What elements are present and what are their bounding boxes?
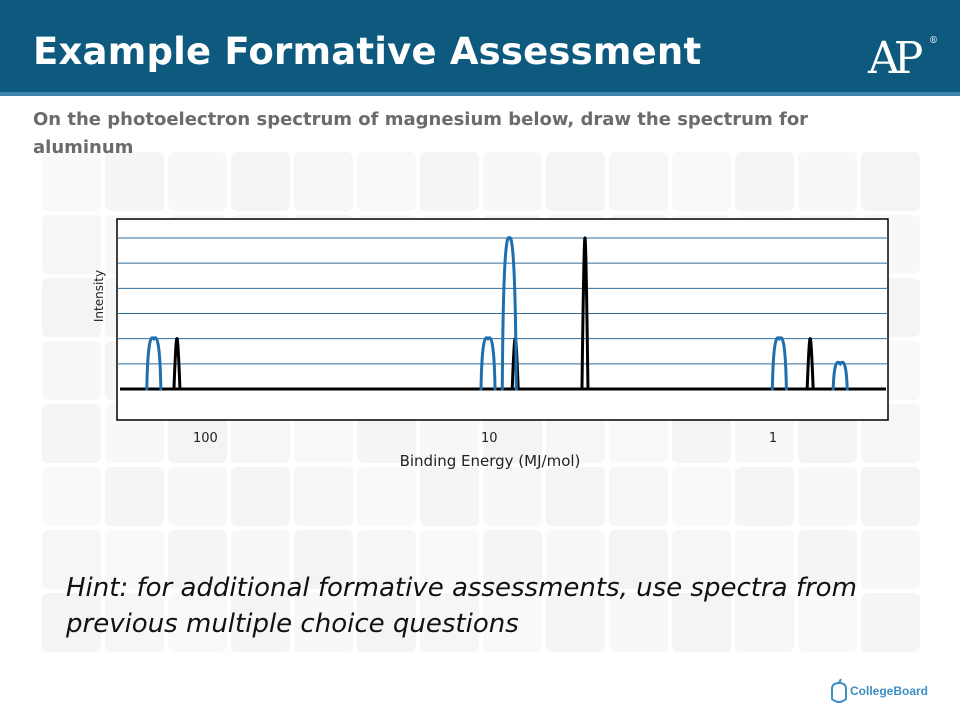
spectrum-peak — [831, 360, 849, 391]
hint-text: Hint: for additional formative assessmen… — [66, 573, 857, 639]
ap-logo: AP ® — [868, 36, 940, 82]
background-tile — [861, 530, 920, 589]
collegeboard-logo[interactable]: CollegeBoard — [828, 677, 940, 707]
background-tile — [546, 593, 605, 652]
background-tile — [861, 152, 920, 211]
background-tile — [546, 467, 605, 526]
series-1 — [145, 236, 849, 391]
background-tile — [483, 593, 542, 652]
x-tick-label: 10 — [481, 431, 498, 446]
background-tile — [168, 593, 227, 652]
background-tile — [546, 152, 605, 211]
background-tile — [357, 530, 416, 589]
background-tile — [420, 530, 479, 589]
background-tile — [294, 530, 353, 589]
x-tick-label: 1 — [769, 431, 777, 446]
background-tile — [294, 593, 353, 652]
background-tile — [672, 152, 731, 211]
background-tile — [672, 530, 731, 589]
background-tile — [609, 152, 668, 211]
background-tile — [42, 215, 101, 274]
background-tile — [42, 341, 101, 400]
x-axis-label: Binding Energy (MJ/mol) — [400, 452, 581, 470]
background-tile — [231, 530, 290, 589]
background-tile — [483, 467, 542, 526]
background-tile — [735, 467, 794, 526]
background-tile — [735, 530, 794, 589]
header-rule — [0, 92, 960, 96]
background-tile — [294, 152, 353, 211]
background-tile — [357, 152, 416, 211]
background-tile — [735, 593, 794, 652]
spectrum-peak — [580, 236, 590, 391]
slide-title: Example Formative Assessment — [33, 30, 702, 73]
background-tile — [798, 152, 857, 211]
background-tile — [609, 593, 668, 652]
background-tile — [735, 152, 794, 211]
collegeboard-wordmark: CollegeBoard — [850, 684, 929, 698]
ap-logo-text: AP — [868, 33, 923, 84]
background-tile — [798, 593, 857, 652]
background-tile — [483, 152, 542, 211]
acorn-icon — [831, 678, 847, 703]
registered-mark-icon: ® — [929, 36, 938, 46]
background-tile — [420, 467, 479, 526]
background-tile — [42, 593, 101, 652]
x-tick-label: 100 — [193, 431, 218, 446]
background-tile — [798, 467, 857, 526]
slide-subtitle: On the photoelectron spectrum of magnesi… — [33, 109, 809, 158]
y-axis-label: Intensity — [92, 270, 106, 322]
x-tick-labels: 100 10 1 — [193, 431, 777, 446]
background-tile — [231, 467, 290, 526]
background-tile — [105, 593, 164, 652]
spectrum-peak — [479, 336, 497, 391]
background-tile — [546, 530, 605, 589]
background-tile — [861, 467, 920, 526]
header-bar — [0, 0, 960, 92]
background-tile — [231, 152, 290, 211]
background-tile — [168, 467, 227, 526]
background-tile — [294, 467, 353, 526]
background-tile — [420, 593, 479, 652]
background-tile — [357, 593, 416, 652]
background-tile — [168, 152, 227, 211]
background-tile — [42, 404, 101, 463]
background-tile — [105, 467, 164, 526]
background-tile — [798, 530, 857, 589]
series-group — [120, 236, 886, 391]
background-tile — [105, 530, 164, 589]
background-tile — [168, 530, 227, 589]
background-tile — [231, 593, 290, 652]
background-tile — [861, 593, 920, 652]
background-tile — [672, 467, 731, 526]
spectrum-peak — [145, 336, 163, 391]
background-tile — [42, 152, 101, 211]
background-tile — [357, 467, 416, 526]
spectrum-peak — [805, 337, 815, 391]
background-tile — [42, 278, 101, 337]
background-tile — [420, 152, 479, 211]
background-tile — [42, 530, 101, 589]
background-tile — [105, 152, 164, 211]
spectrum-peak — [770, 336, 788, 391]
background-tile — [609, 530, 668, 589]
spectrum-peak — [172, 337, 182, 391]
background-tile — [609, 467, 668, 526]
background-tile — [483, 530, 542, 589]
background-tile — [672, 593, 731, 652]
spectrum-peak — [500, 236, 518, 391]
background-tile — [42, 467, 101, 526]
